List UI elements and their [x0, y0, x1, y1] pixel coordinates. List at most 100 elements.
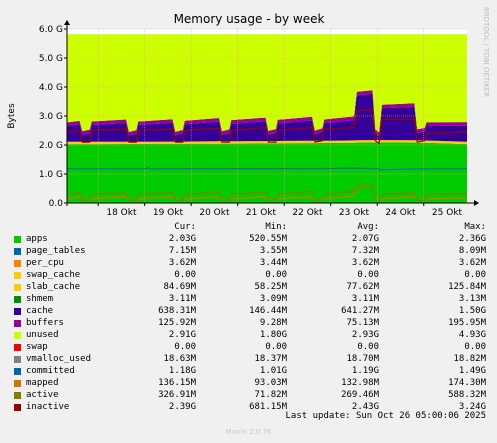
- legend-row-cache: cache 638.31M 146.44M 641.27M 1.50G: [0, 306, 497, 318]
- y-tick-label: 1.0 G: [39, 170, 63, 180]
- header-max: Max:: [464, 222, 486, 232]
- legend-cur: 638.31M: [158, 306, 196, 316]
- legend-row-shmem: shmem 3.11M 3.09M 3.11M 3.13M: [0, 294, 497, 306]
- legend-swatch: [14, 248, 21, 255]
- y-tick-label: 4.0 G: [39, 83, 63, 93]
- line-series: [66, 108, 468, 202]
- area-slab_cache: [67, 140, 467, 145]
- legend-max: 0.00: [464, 270, 486, 280]
- y-tick-label: 2.0 G: [39, 141, 63, 151]
- legend-min: 1.01G: [259, 366, 287, 376]
- legend-max: 174.30M: [448, 378, 486, 388]
- legend-name: shmem: [26, 294, 54, 304]
- legend-swatch: [14, 308, 21, 315]
- legend-row-active: active 326.91M 71.82M 269.46M 588.32M: [0, 390, 497, 402]
- legend-swatch: [14, 284, 21, 291]
- legend-header: Cur: Min: Avg: Max:: [0, 222, 497, 234]
- legend-name: active: [26, 390, 59, 400]
- legend-cur: 18.63M: [163, 354, 196, 364]
- legend-avg: 18.70M: [346, 354, 379, 364]
- legend-swatch: [14, 356, 21, 363]
- header-min: Min:: [265, 222, 287, 232]
- legend-avg: 7.32M: [351, 246, 379, 256]
- legend-name: vmalloc_used: [26, 354, 92, 364]
- legend-cur: 2.39G: [168, 402, 196, 412]
- legend-max: 588.32M: [448, 390, 486, 400]
- legend-name: committed: [26, 366, 75, 376]
- legend-min: 18.37M: [254, 354, 287, 364]
- x-tick-label: 21 Okt: [246, 208, 277, 218]
- legend-row-committed: committed 1.18G 1.01G 1.19G 1.49G: [0, 366, 497, 378]
- area-unused: [67, 34, 467, 133]
- legend-avg: 77.62M: [346, 282, 379, 292]
- legend-cur: 2.91G: [168, 330, 196, 340]
- y-tick-label: 5.0 G: [39, 54, 63, 64]
- legend-min: 71.82M: [254, 390, 287, 400]
- legend-min: 93.03M: [254, 378, 287, 388]
- chart-title: Memory usage - by week: [174, 12, 325, 26]
- legend-swatch: [14, 404, 21, 411]
- legend-cur: 1.18G: [168, 366, 196, 376]
- legend-max: 3.62M: [458, 258, 486, 268]
- legend-row-per_cpu: per_cpu 3.62M 3.44M 3.62M 3.62M: [0, 258, 497, 270]
- legend-name: buffers: [26, 318, 64, 328]
- legend-row-slab_cache: slab_cache 84.69M 58.25M 77.62M 125.84M: [0, 282, 497, 294]
- legend-name: cache: [26, 306, 54, 316]
- rrdtool-credit: RRDTOOL / TOBI OETIKER: [482, 7, 490, 97]
- legend-cur: 84.69M: [163, 282, 196, 292]
- legend-min: 520.55M: [249, 234, 287, 244]
- x-tick-label: 18 Okt: [106, 208, 137, 218]
- legend-max: 0.00: [464, 342, 486, 352]
- line-active: [66, 184, 468, 202]
- legend-max: 4.93G: [458, 330, 486, 340]
- legend-name: slab_cache: [26, 282, 81, 292]
- legend-avg: 641.27M: [341, 306, 379, 316]
- y-axis-label: Bytes: [7, 103, 17, 129]
- legend-min: 3.55M: [259, 246, 287, 256]
- legend-avg: 2.43G: [351, 402, 379, 412]
- x-tick-label: 23 Okt: [339, 208, 370, 218]
- last-update: Last update: Sun Oct 26 05:00:06 2025: [285, 411, 486, 421]
- legend-swatch: [14, 344, 21, 351]
- legend-row-page_tables: page_tables 7.15M 3.55M 7.32M 8.09M: [0, 246, 497, 258]
- legend-name: inactive: [26, 402, 70, 412]
- legend-swatch: [14, 392, 21, 399]
- legend-max: 1.50G: [458, 306, 486, 316]
- legend-avg: 269.46M: [341, 390, 379, 400]
- x-tick-label: 20 Okt: [199, 208, 230, 218]
- legend-cur: 125.92M: [158, 318, 196, 328]
- legend-min: 146.44M: [249, 306, 287, 316]
- legend-name: per_cpu: [26, 258, 64, 268]
- munin-version: Munin 2.0.76: [225, 428, 272, 436]
- legend-row-mapped: mapped 136.15M 93.03M 132.98M 174.30M: [0, 378, 497, 390]
- legend-cur: 136.15M: [158, 378, 196, 388]
- legend-avg: 2.07G: [351, 234, 379, 244]
- legend-name: unused: [26, 330, 59, 340]
- legend-min: 58.25M: [254, 282, 287, 292]
- legend-swatch: [14, 272, 21, 279]
- legend-avg: 0.00: [357, 270, 379, 280]
- legend-name: apps: [26, 234, 48, 244]
- legend-max: 1.49G: [458, 366, 486, 376]
- legend-row-swap_cache: swap_cache 0.00 0.00 0.00 0.00: [0, 270, 497, 282]
- legend-swatch: [14, 332, 21, 339]
- legend-name: swap_cache: [26, 270, 81, 280]
- legend-min: 3.09M: [259, 294, 287, 304]
- line-committed: [67, 167, 467, 171]
- header-avg: Avg:: [357, 222, 379, 232]
- legend-max: 8.09M: [458, 246, 486, 256]
- x-tick-label: 25 Okt: [432, 208, 463, 218]
- legend-row-unused: unused 2.91G 1.80G 2.93G 4.93G: [0, 330, 497, 342]
- x-tick-label: 22 Okt: [292, 208, 323, 218]
- legend-min: 3.44M: [259, 258, 287, 268]
- x-tick-label: 19 Okt: [153, 208, 184, 218]
- legend-avg: 3.11M: [351, 294, 379, 304]
- x-axis-arrow: [474, 200, 479, 206]
- legend-avg: 1.19G: [351, 366, 379, 376]
- legend-max: 195.95M: [448, 318, 486, 328]
- legend-row-swap: swap 0.00 0.00 0.00 0.00: [0, 342, 497, 354]
- legend-name: swap: [26, 342, 48, 352]
- legend-avg: 75.13M: [346, 318, 379, 328]
- x-ticks: 18 Okt 19 Okt 20 Okt 21 Okt 22 Okt 23 Okt 24 O…: [97, 203, 463, 218]
- legend-cur: 3.11M: [168, 294, 196, 304]
